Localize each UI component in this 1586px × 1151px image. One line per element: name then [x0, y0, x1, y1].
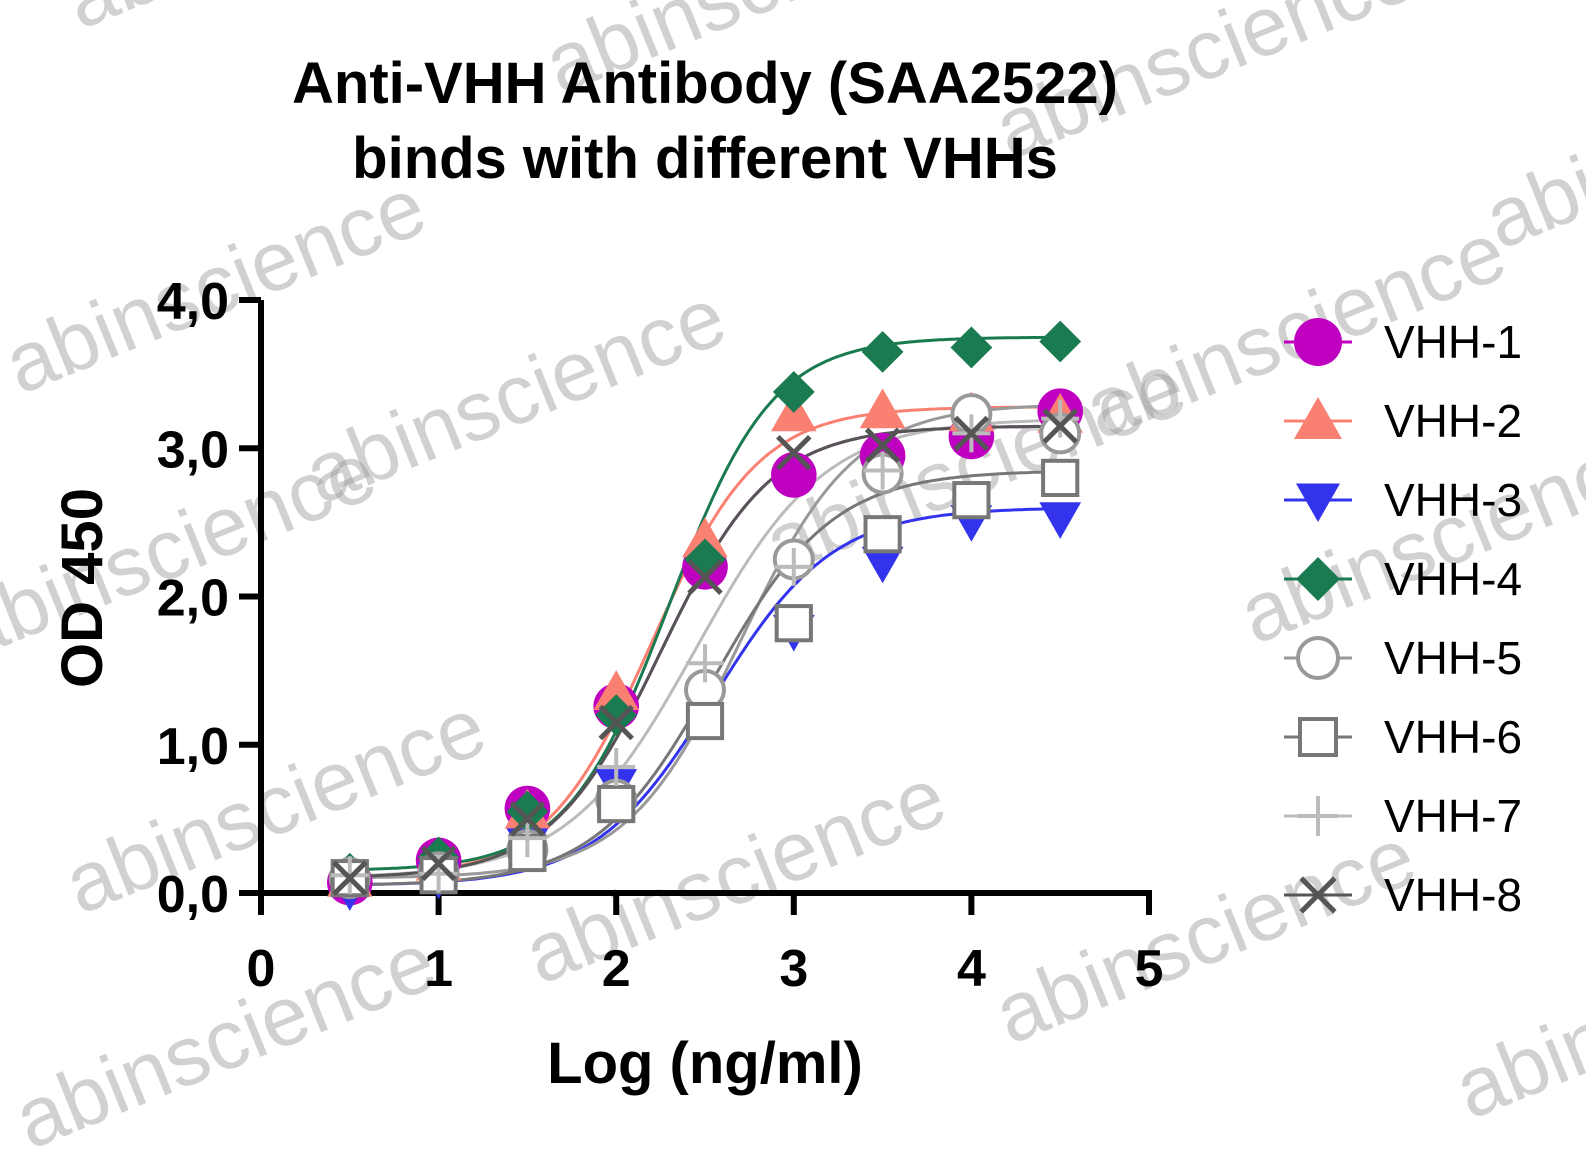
- data-point: [1042, 408, 1078, 444]
- watermark-text: abinscience: [982, 808, 1429, 1061]
- data-point: [863, 451, 902, 490]
- legend-marker: [1294, 397, 1342, 439]
- data-point: [682, 517, 728, 558]
- legend-label: VHH-6: [1384, 711, 1522, 763]
- legend-marker: [1298, 717, 1338, 757]
- legend-label: VHH-4: [1384, 553, 1522, 605]
- legend-marker: [1299, 876, 1337, 914]
- fit-curve-vhh-4: [349, 335, 1061, 872]
- legend-item-vhh-8: VHH-8: [1284, 869, 1522, 921]
- legend-item-vhh-3: VHH-3: [1284, 474, 1522, 526]
- data-point: [864, 427, 901, 464]
- legend-marker: [1296, 483, 1340, 522]
- ticks: 0 1 2 3 4 5 0,0 1,0 2,0 3,0 4,0: [157, 273, 1164, 998]
- data-point: [774, 547, 813, 586]
- data-point: [593, 670, 639, 710]
- legend-item-vhh-1: VHH-1: [1284, 316, 1522, 368]
- legend-marker: [1296, 557, 1340, 601]
- series-vhh-8: [332, 408, 1078, 896]
- data-points: [327, 320, 1083, 911]
- legend-item-vhh-6: VHH-6: [1284, 711, 1522, 763]
- data-point: [861, 546, 904, 584]
- y-tick-label: 1,0: [157, 718, 229, 776]
- legend-item-vhh-7: VHH-7: [1284, 790, 1522, 842]
- legend-label: VHH-7: [1384, 790, 1522, 842]
- legend-item-vhh-4: VHH-4: [1284, 553, 1522, 605]
- data-point: [1041, 399, 1080, 438]
- legend-label: VHH-3: [1384, 474, 1522, 526]
- data-point: [595, 694, 638, 736]
- legend-label: VHH-1: [1384, 316, 1522, 368]
- chart-title-line-1: Anti-VHH Antibody (SAA2522): [292, 51, 1118, 116]
- legend-item-vhh-5: VHH-5: [1284, 632, 1522, 684]
- y-tick-label: 2,0: [157, 570, 229, 628]
- y-axis-title: OD 450: [50, 488, 115, 688]
- legend-marker: [1298, 796, 1338, 836]
- data-point: [420, 845, 457, 882]
- legend: VHH-1 VHH-2 VHH-3 VHH-4 VHH-5 VHH-6 VHH-7 VHH-8: [1284, 316, 1522, 921]
- data-point: [509, 801, 546, 837]
- x-axis-title: Log (ng/ml): [547, 1031, 863, 1096]
- x-tick-label: 2: [602, 940, 631, 998]
- data-point: [685, 701, 725, 741]
- x-tick-label: 5: [1135, 940, 1164, 998]
- legend-item-vhh-2: VHH-2: [1284, 395, 1522, 447]
- data-point: [597, 784, 636, 824]
- data-point: [863, 515, 902, 554]
- data-point: [332, 860, 368, 896]
- y-tick-label: 3,0: [157, 421, 229, 479]
- x-tick-label: 3: [779, 940, 808, 998]
- x-tick-label: 0: [247, 940, 276, 998]
- legend-label: VHH-8: [1384, 869, 1522, 921]
- watermark-text: abinscience: [512, 748, 959, 1001]
- data-point: [508, 819, 547, 858]
- watermark-text: abinscience: [1442, 883, 1586, 1136]
- data-point: [953, 415, 990, 452]
- y-tick-label: 0,0: [157, 866, 229, 924]
- watermark-text: abinscience: [2, 913, 449, 1151]
- data-point: [686, 644, 724, 683]
- legend-marker: [1296, 636, 1340, 680]
- x-tick-label: 4: [957, 940, 986, 998]
- data-point: [771, 452, 817, 498]
- data-point: [687, 559, 723, 595]
- data-point: [859, 388, 906, 429]
- legend-label: VHH-5: [1384, 632, 1522, 684]
- data-point: [772, 371, 815, 413]
- watermark-text: abinscience: [52, 0, 499, 47]
- data-point: [598, 704, 634, 741]
- data-point: [952, 481, 991, 520]
- data-point: [950, 326, 993, 369]
- data-point: [1041, 458, 1080, 497]
- data-point: [1039, 502, 1082, 539]
- legend-label: VHH-2: [1384, 395, 1522, 447]
- data-point: [861, 330, 904, 373]
- data-point: [506, 790, 549, 833]
- data-point: [776, 434, 812, 471]
- data-point: [774, 604, 813, 643]
- x-tick-label: 1: [424, 940, 453, 998]
- y-tick-label: 4,0: [157, 273, 229, 331]
- legend-marker: [1294, 318, 1342, 366]
- chart-title-line-2: binds with different VHHs: [352, 126, 1058, 191]
- data-point: [597, 747, 636, 786]
- data-point: [1039, 320, 1082, 363]
